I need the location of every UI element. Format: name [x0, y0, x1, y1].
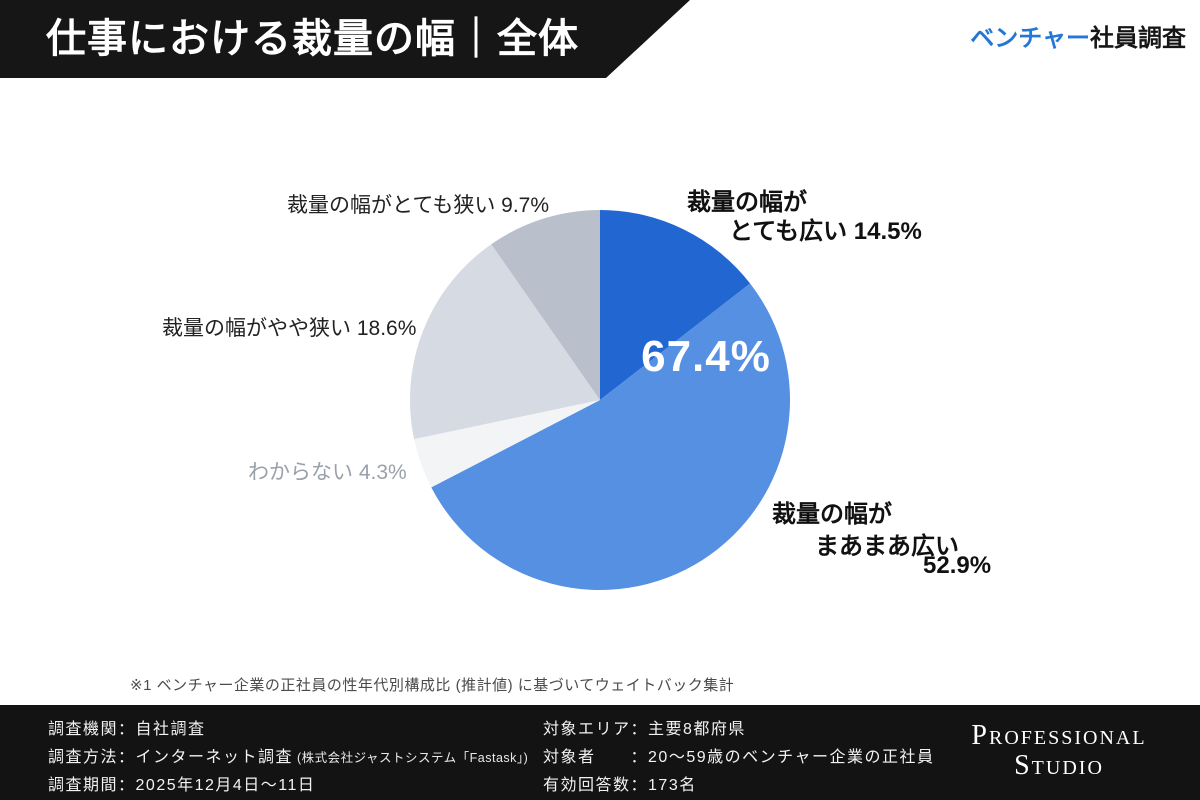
label-very-wide-line2: とても広い 14.5% — [729, 218, 922, 245]
footer-method-note: (株式会社ジャストシステム「Fastask」) — [293, 751, 529, 765]
logo-line2: Studio — [1014, 750, 1104, 781]
survey-badge-highlight: ベンチャー — [970, 25, 1090, 52]
weighting-footnote: ※1 ベンチャー企業の正社員の性年代別構成比 (推計値) に基づいてウェイトバッ… — [130, 677, 735, 694]
survey-info-footer: 調査機関：自社調査 調査方法：インターネット調査 (株式会社ジャストシステム「F… — [0, 705, 1200, 800]
pie-slice — [491, 210, 600, 400]
company-logo: Professional Studio — [944, 721, 1174, 781]
pie-slice — [431, 283, 790, 590]
pie-slice — [414, 400, 600, 488]
label-somewhat-narrow: 裁量の幅がやや狭い 18.6% — [162, 317, 417, 340]
title-banner — [0, 0, 690, 78]
label-very-wide-line1: 裁量の幅が — [687, 189, 807, 216]
page-title: 仕事における裁量の幅｜全体 — [46, 17, 579, 61]
footer-row-agency: 調査機関：自社調査 — [48, 721, 206, 738]
pie-chart — [410, 210, 790, 590]
footer-row-responses: 有効回答数：173名 — [543, 777, 697, 794]
survey-badge-rest: 社員調査 — [1090, 25, 1186, 52]
label-unknown: わからない 4.3% — [248, 461, 407, 484]
logo-line1: Professional — [971, 720, 1147, 751]
survey-badge: ベンチャー社員調査 — [970, 18, 1186, 53]
pie-slice — [600, 210, 751, 400]
label-very-narrow: 裁量の幅がとても狭い 9.7% — [287, 194, 550, 217]
pie-center-value: 67.4% — [641, 332, 771, 381]
footer-row-target: 対象者 ：20〜59歳のベンチャー企業の正社員 — [543, 749, 935, 766]
pie-slice — [410, 244, 600, 440]
footer-row-method: 調査方法：インターネット調査 (株式会社ジャストシステム「Fastask」) — [48, 749, 529, 766]
label-somewhat-wide-line2: まあまあ広い — [815, 533, 959, 560]
label-somewhat-wide-line1: 裁量の幅が — [772, 501, 892, 528]
footer-left-column: 調査機関：自社調査 調査方法：インターネット調査 (株式会社ジャストシステム「F… — [48, 716, 528, 800]
footer-right-column: 対象エリア：主要8都府県 対象者 ：20〜59歳のベンチャー企業の正社員 有効回… — [543, 716, 934, 800]
label-somewhat-wide-line3: 52.9% — [923, 552, 992, 579]
footer-row-period: 調査期間：2025年12月4日〜11日 — [48, 777, 316, 794]
footer-row-area: 対象エリア：主要8都府県 — [543, 721, 746, 738]
pie-slices — [410, 210, 790, 590]
